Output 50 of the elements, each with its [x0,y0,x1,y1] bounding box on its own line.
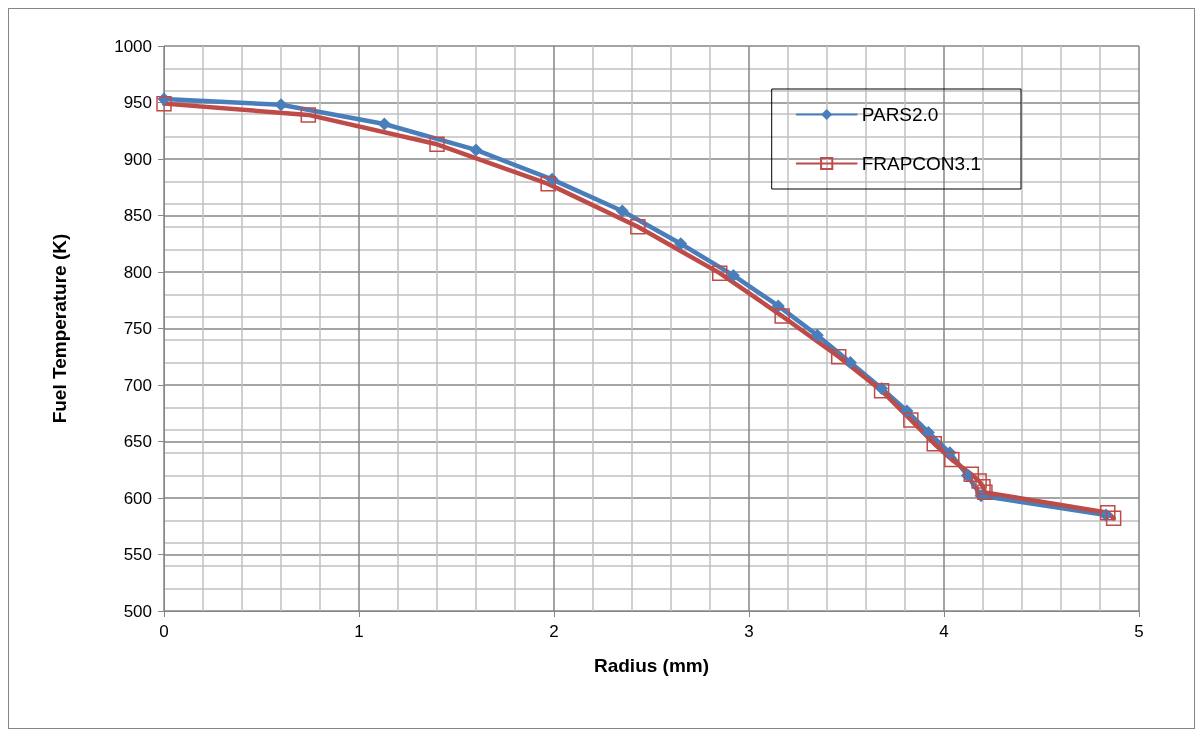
point [810,328,824,342]
y-tick-label: 700 [123,375,152,395]
point [540,176,556,192]
point [926,436,942,452]
point [156,95,172,112]
y-tick-label: 800 [123,262,152,282]
x-tick-label: 0 [159,622,169,641]
point [843,355,857,369]
point [712,265,728,281]
point [1100,504,1116,521]
point [875,381,889,395]
point [921,425,935,439]
point [774,308,790,324]
point [674,237,688,251]
y-tick-label: 600 [123,488,152,508]
y-tick-label: 950 [123,93,152,112]
point [975,478,991,495]
point [971,473,987,489]
y-tick-label: 750 [123,319,152,338]
y-tick-label: 1000 [114,36,152,56]
point [377,117,391,131]
y-tick-label: 500 [123,601,152,621]
point [903,412,919,428]
point [630,219,646,235]
point [1105,510,1122,527]
y-tick-label: 850 [123,206,152,225]
legend-label: PARS2.0 [861,104,939,125]
x-axis-title: Radius (mm) [593,655,710,676]
point [615,204,629,218]
x-tick-label: 4 [939,622,949,641]
point [726,268,740,282]
x-tick-label: 1 [354,622,364,641]
point [429,136,445,153]
point [944,451,960,468]
x-tick-label: 5 [1134,622,1144,641]
y-tick-label: 550 [123,545,152,564]
point [830,349,847,365]
legend-label: FRAPCON3.1 [861,153,982,174]
y-tick-label: 900 [123,149,152,169]
x-tick-label: 3 [744,622,754,641]
point [963,466,980,483]
point [977,484,993,501]
point [274,98,288,112]
point [873,382,890,399]
x-tick-label: 2 [549,622,559,641]
point [157,92,171,106]
point [469,143,483,157]
y-axis-title: Fuel Temperature (K) [49,233,70,424]
point [300,107,317,123]
y-tick-label: 650 [123,432,152,451]
